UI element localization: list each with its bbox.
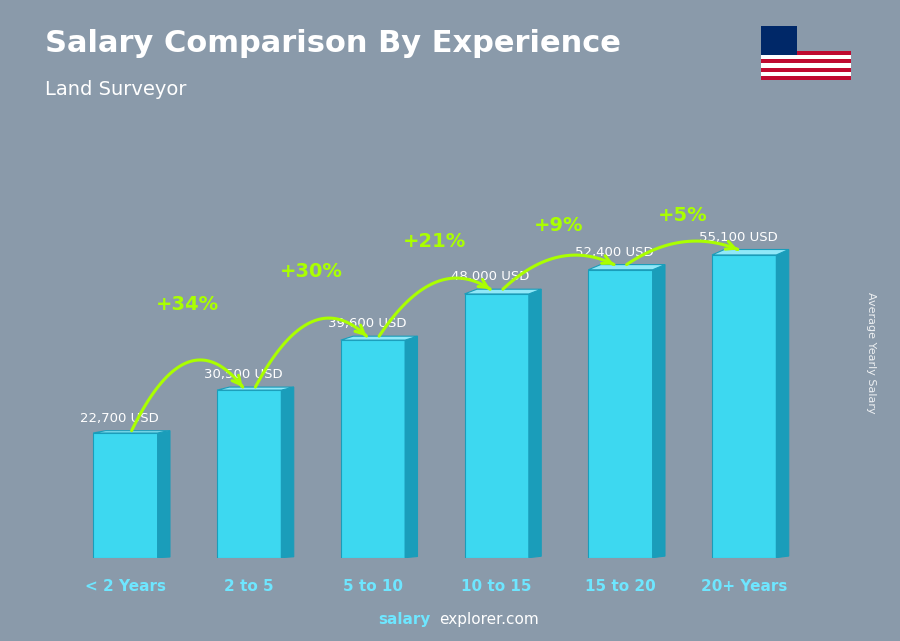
Bar (341, 340, 405, 558)
Text: +9%: +9% (534, 216, 583, 235)
Polygon shape (464, 289, 541, 294)
Polygon shape (777, 249, 788, 558)
Polygon shape (529, 289, 541, 558)
Text: 20+ Years: 20+ Years (701, 579, 788, 594)
Bar (760, 59, 850, 63)
Text: +34%: +34% (156, 296, 219, 314)
Bar (760, 55, 850, 59)
Text: 52,400 USD: 52,400 USD (575, 246, 653, 259)
Text: 30,500 USD: 30,500 USD (203, 369, 283, 381)
Text: 15 to 20: 15 to 20 (585, 579, 656, 594)
Bar (760, 26, 796, 55)
Text: 39,600 USD: 39,600 USD (328, 317, 406, 330)
Polygon shape (158, 431, 170, 558)
Polygon shape (589, 265, 665, 270)
Text: +5%: +5% (657, 206, 707, 225)
Text: 22,700 USD: 22,700 USD (80, 412, 158, 425)
Bar (760, 76, 850, 80)
Polygon shape (341, 336, 418, 340)
Polygon shape (217, 387, 293, 390)
Text: Average Yearly Salary: Average Yearly Salary (866, 292, 877, 413)
Text: 48,000 USD: 48,000 USD (451, 271, 530, 283)
Bar (94, 433, 158, 558)
Text: 5 to 10: 5 to 10 (343, 579, 403, 594)
Polygon shape (712, 249, 788, 255)
Bar (712, 255, 777, 558)
Text: Salary Comparison By Experience: Salary Comparison By Experience (45, 29, 621, 58)
Text: 55,100 USD: 55,100 USD (698, 231, 778, 244)
Polygon shape (405, 336, 418, 558)
Text: +21%: +21% (403, 232, 466, 251)
Text: < 2 Years: < 2 Years (85, 579, 166, 594)
Polygon shape (282, 387, 293, 558)
Bar (217, 390, 282, 558)
Text: salary: salary (378, 612, 430, 627)
Bar (464, 294, 529, 558)
Text: +30%: +30% (280, 262, 342, 281)
Text: 2 to 5: 2 to 5 (224, 579, 274, 594)
Bar (760, 51, 850, 55)
Bar (760, 72, 850, 76)
Text: explorer.com: explorer.com (439, 612, 539, 627)
Bar (760, 63, 850, 67)
Text: 10 to 15: 10 to 15 (462, 579, 532, 594)
Polygon shape (94, 431, 170, 433)
Bar (589, 270, 652, 558)
Text: Land Surveyor: Land Surveyor (45, 80, 186, 99)
Polygon shape (652, 265, 665, 558)
Bar (760, 67, 850, 72)
